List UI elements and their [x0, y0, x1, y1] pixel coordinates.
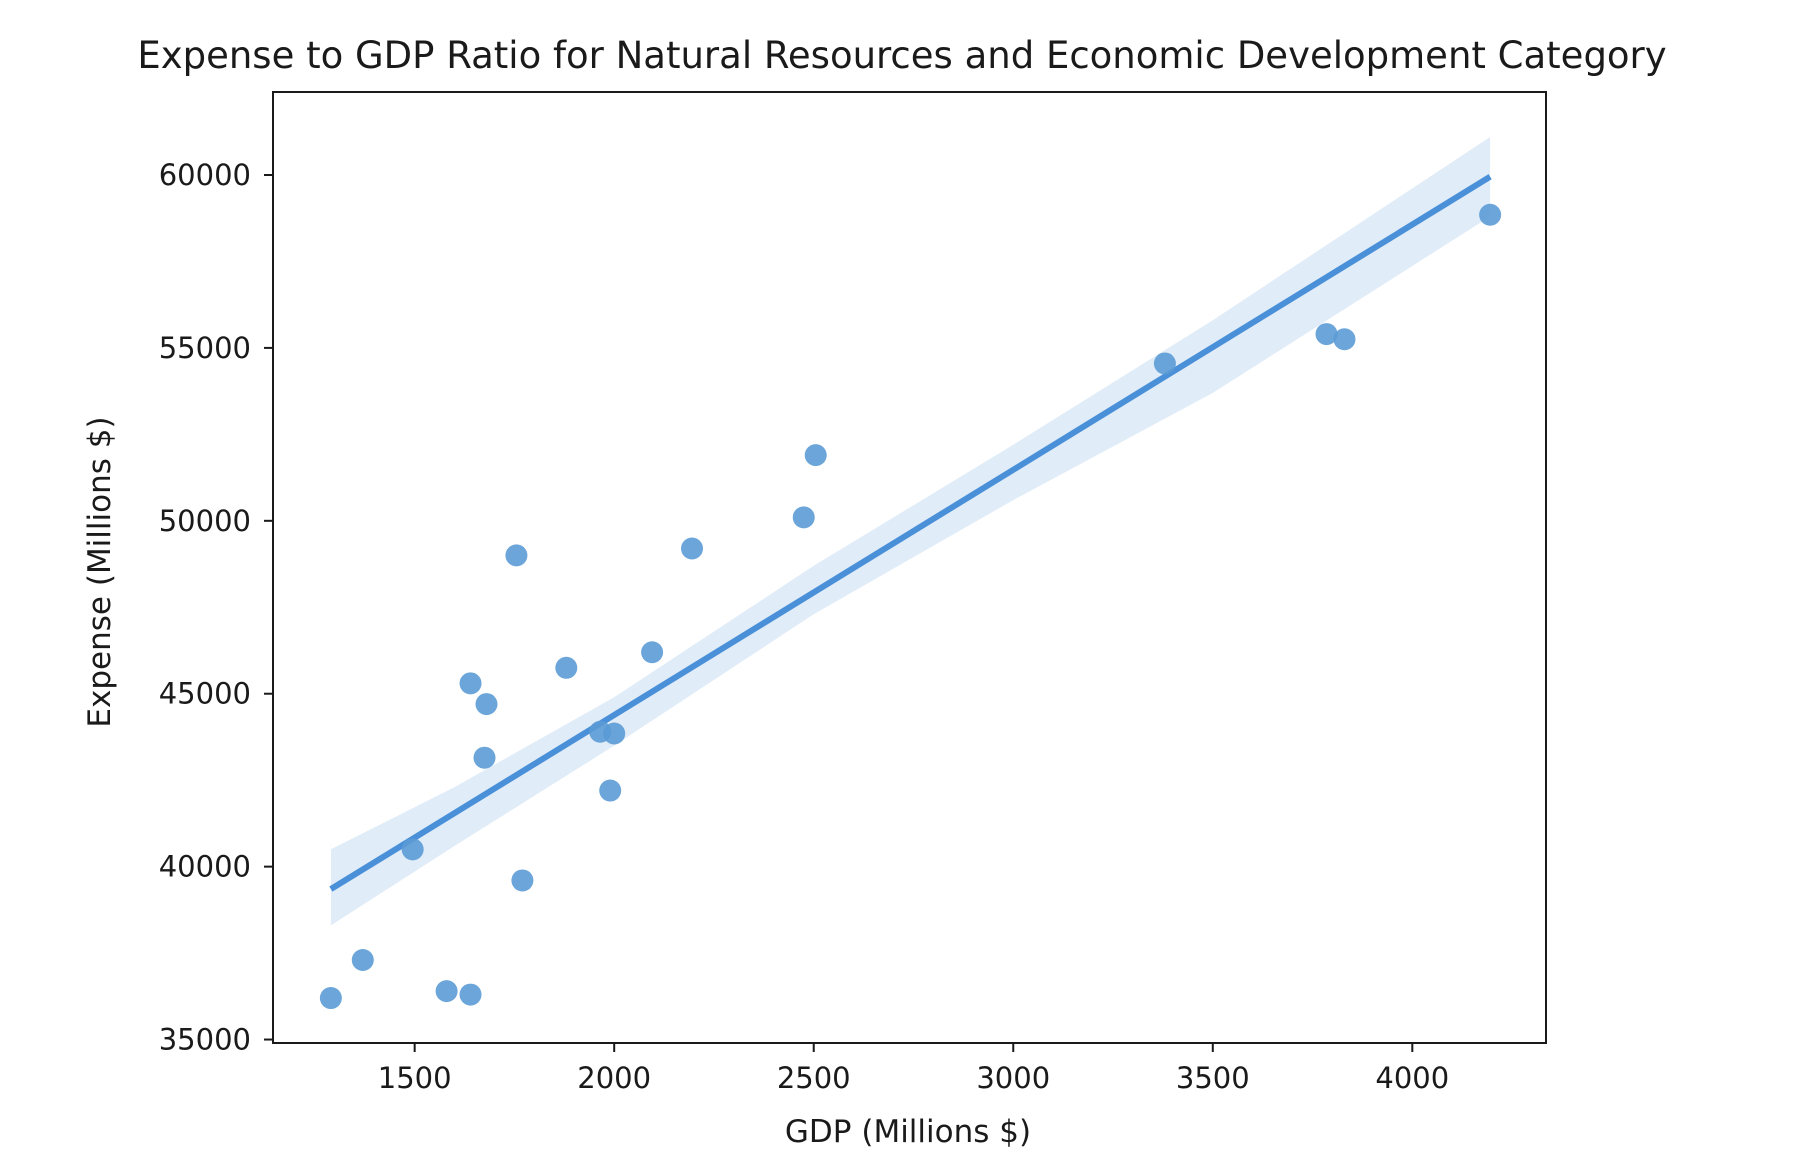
y-tick-label-35000: 35000	[159, 1023, 251, 1057]
x-tick-label-2500: 2500	[777, 1061, 851, 1095]
data-point-17	[792, 506, 815, 529]
data-point-15	[641, 641, 664, 664]
data-points-layer	[319, 203, 1502, 1010]
data-point-11	[555, 656, 578, 679]
data-point-18	[804, 444, 827, 467]
data-point-13	[599, 779, 622, 802]
chart-title: Expense to GDP Ratio for Natural Resourc…	[137, 34, 1666, 77]
data-point-14	[603, 722, 626, 745]
data-point-4	[435, 980, 458, 1003]
regression-line	[329, 174, 1492, 892]
x-tick-label-3000: 3000	[976, 1061, 1050, 1095]
data-point-21	[1333, 328, 1356, 351]
data-point-5	[459, 983, 482, 1006]
data-point-19	[1153, 352, 1176, 375]
data-point-2	[351, 949, 374, 972]
data-point-8	[475, 693, 498, 716]
data-point-9	[505, 544, 528, 567]
y-tick-label-45000: 45000	[159, 677, 251, 711]
y-tick-label-50000: 50000	[159, 504, 251, 538]
data-point-1	[319, 987, 342, 1010]
y-axis-label: Expense (Millions $)	[82, 416, 118, 727]
y-axis-ticks: 35000 40000 45000 50000 55000 60000	[159, 158, 273, 1057]
data-point-22	[1479, 203, 1502, 226]
plot-area-frame	[272, 91, 1547, 1044]
x-axis-label: GDP (Millions $)	[785, 1114, 1031, 1150]
y-tick-label-60000: 60000	[159, 158, 251, 192]
data-point-3	[401, 838, 424, 861]
x-tick-label-3500: 3500	[1176, 1061, 1250, 1095]
data-point-16	[681, 537, 704, 560]
data-point-10	[511, 869, 534, 892]
x-tick-label-1500: 1500	[378, 1061, 452, 1095]
y-tick-label-55000: 55000	[159, 331, 251, 365]
data-point-7	[473, 746, 496, 769]
regression-line-layer	[329, 174, 1492, 892]
y-tick-label-40000: 40000	[159, 850, 251, 884]
data-point-6	[459, 672, 482, 695]
x-axis-ticks: 1500 2000 2500 3000 3500 4000	[378, 1043, 1449, 1095]
x-tick-label-4000: 4000	[1375, 1061, 1449, 1095]
x-tick-label-2000: 2000	[577, 1061, 651, 1095]
data-point-20	[1315, 323, 1338, 346]
